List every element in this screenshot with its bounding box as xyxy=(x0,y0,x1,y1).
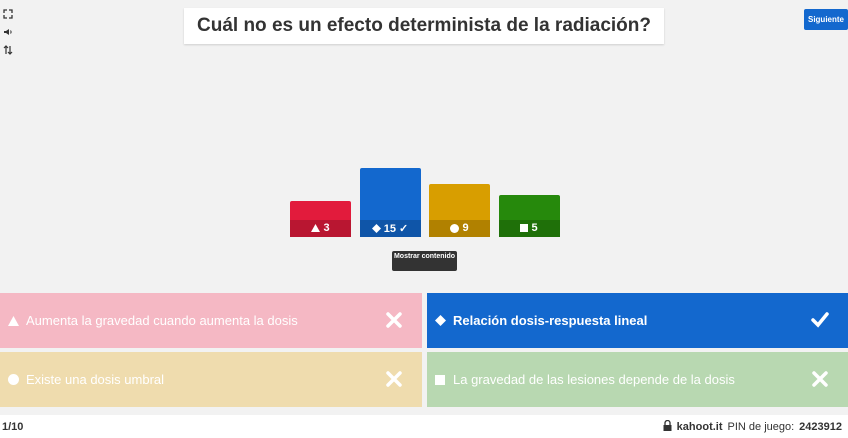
square-icon xyxy=(433,373,447,387)
incorrect-icon xyxy=(810,369,830,389)
bar-label: 3 xyxy=(290,219,351,237)
bar-label: 15 ✓ xyxy=(359,220,421,237)
answer-option-circle: Existe una dosis umbral xyxy=(0,352,422,407)
game-info: kahoot.it PIN de juego: 2423912 xyxy=(663,419,842,434)
results-chart: 3 15 ✓ 9 5 xyxy=(290,168,560,237)
bar-value: 9 xyxy=(462,222,469,235)
answer-text: La gravedad de las lesiones depende de l… xyxy=(453,372,735,387)
bar-value: 5 xyxy=(531,222,538,235)
next-button[interactable]: Siguiente xyxy=(804,9,848,30)
square-icon xyxy=(520,224,529,233)
bar-label: 9 xyxy=(429,219,490,237)
incorrect-icon xyxy=(384,310,404,330)
answer-option-triangle: Aumenta la gravedad cuando aumenta la do… xyxy=(0,293,422,348)
triangle-icon xyxy=(6,314,20,328)
answer-text: Existe una dosis umbral xyxy=(26,372,165,387)
incorrect-icon xyxy=(384,369,404,389)
answer-text: Aumenta la gravedad cuando aumenta la do… xyxy=(26,313,298,328)
answer-option-square: La gravedad de las lesiones depende de l… xyxy=(427,352,848,407)
result-bar-diamond: 15 ✓ xyxy=(359,168,421,237)
bar-label: 5 xyxy=(498,219,560,237)
show-content-button[interactable]: Mostrar contenido xyxy=(392,251,457,271)
volume-icon[interactable] xyxy=(2,26,14,38)
question-title: Cuál no es un efecto determinista de la … xyxy=(184,8,664,44)
diamond-icon xyxy=(371,224,381,233)
game-pin: 2423912 xyxy=(799,420,842,433)
answer-text: Relación dosis-respuesta lineal xyxy=(453,313,648,328)
pin-label: PIN de juego: xyxy=(727,420,795,433)
diamond-icon xyxy=(433,314,447,328)
triangle-icon xyxy=(311,224,321,233)
result-bar-circle: 9 xyxy=(429,184,490,237)
result-bar-triangle: 3 xyxy=(290,200,351,237)
side-toolbar xyxy=(2,8,14,56)
settings-icon[interactable] xyxy=(2,44,14,56)
answer-option-diamond: Relación dosis-respuesta lineal xyxy=(427,293,848,348)
bar-value: 3 xyxy=(323,222,330,235)
lock-icon xyxy=(663,419,672,434)
result-bar-square: 5 xyxy=(498,195,560,237)
circle-icon xyxy=(450,223,460,233)
circle-icon xyxy=(6,373,20,387)
correct-check-icon: ✓ xyxy=(399,223,409,235)
bar-value: 15 xyxy=(383,222,397,235)
footer-bar: 1/10 kahoot.it PIN de juego: 2423912 xyxy=(0,415,848,438)
correct-check-icon xyxy=(810,310,830,330)
brand-name: kahoot.it xyxy=(676,420,723,433)
question-progress: 1/10 xyxy=(2,420,24,433)
fullscreen-icon[interactable] xyxy=(2,8,14,20)
